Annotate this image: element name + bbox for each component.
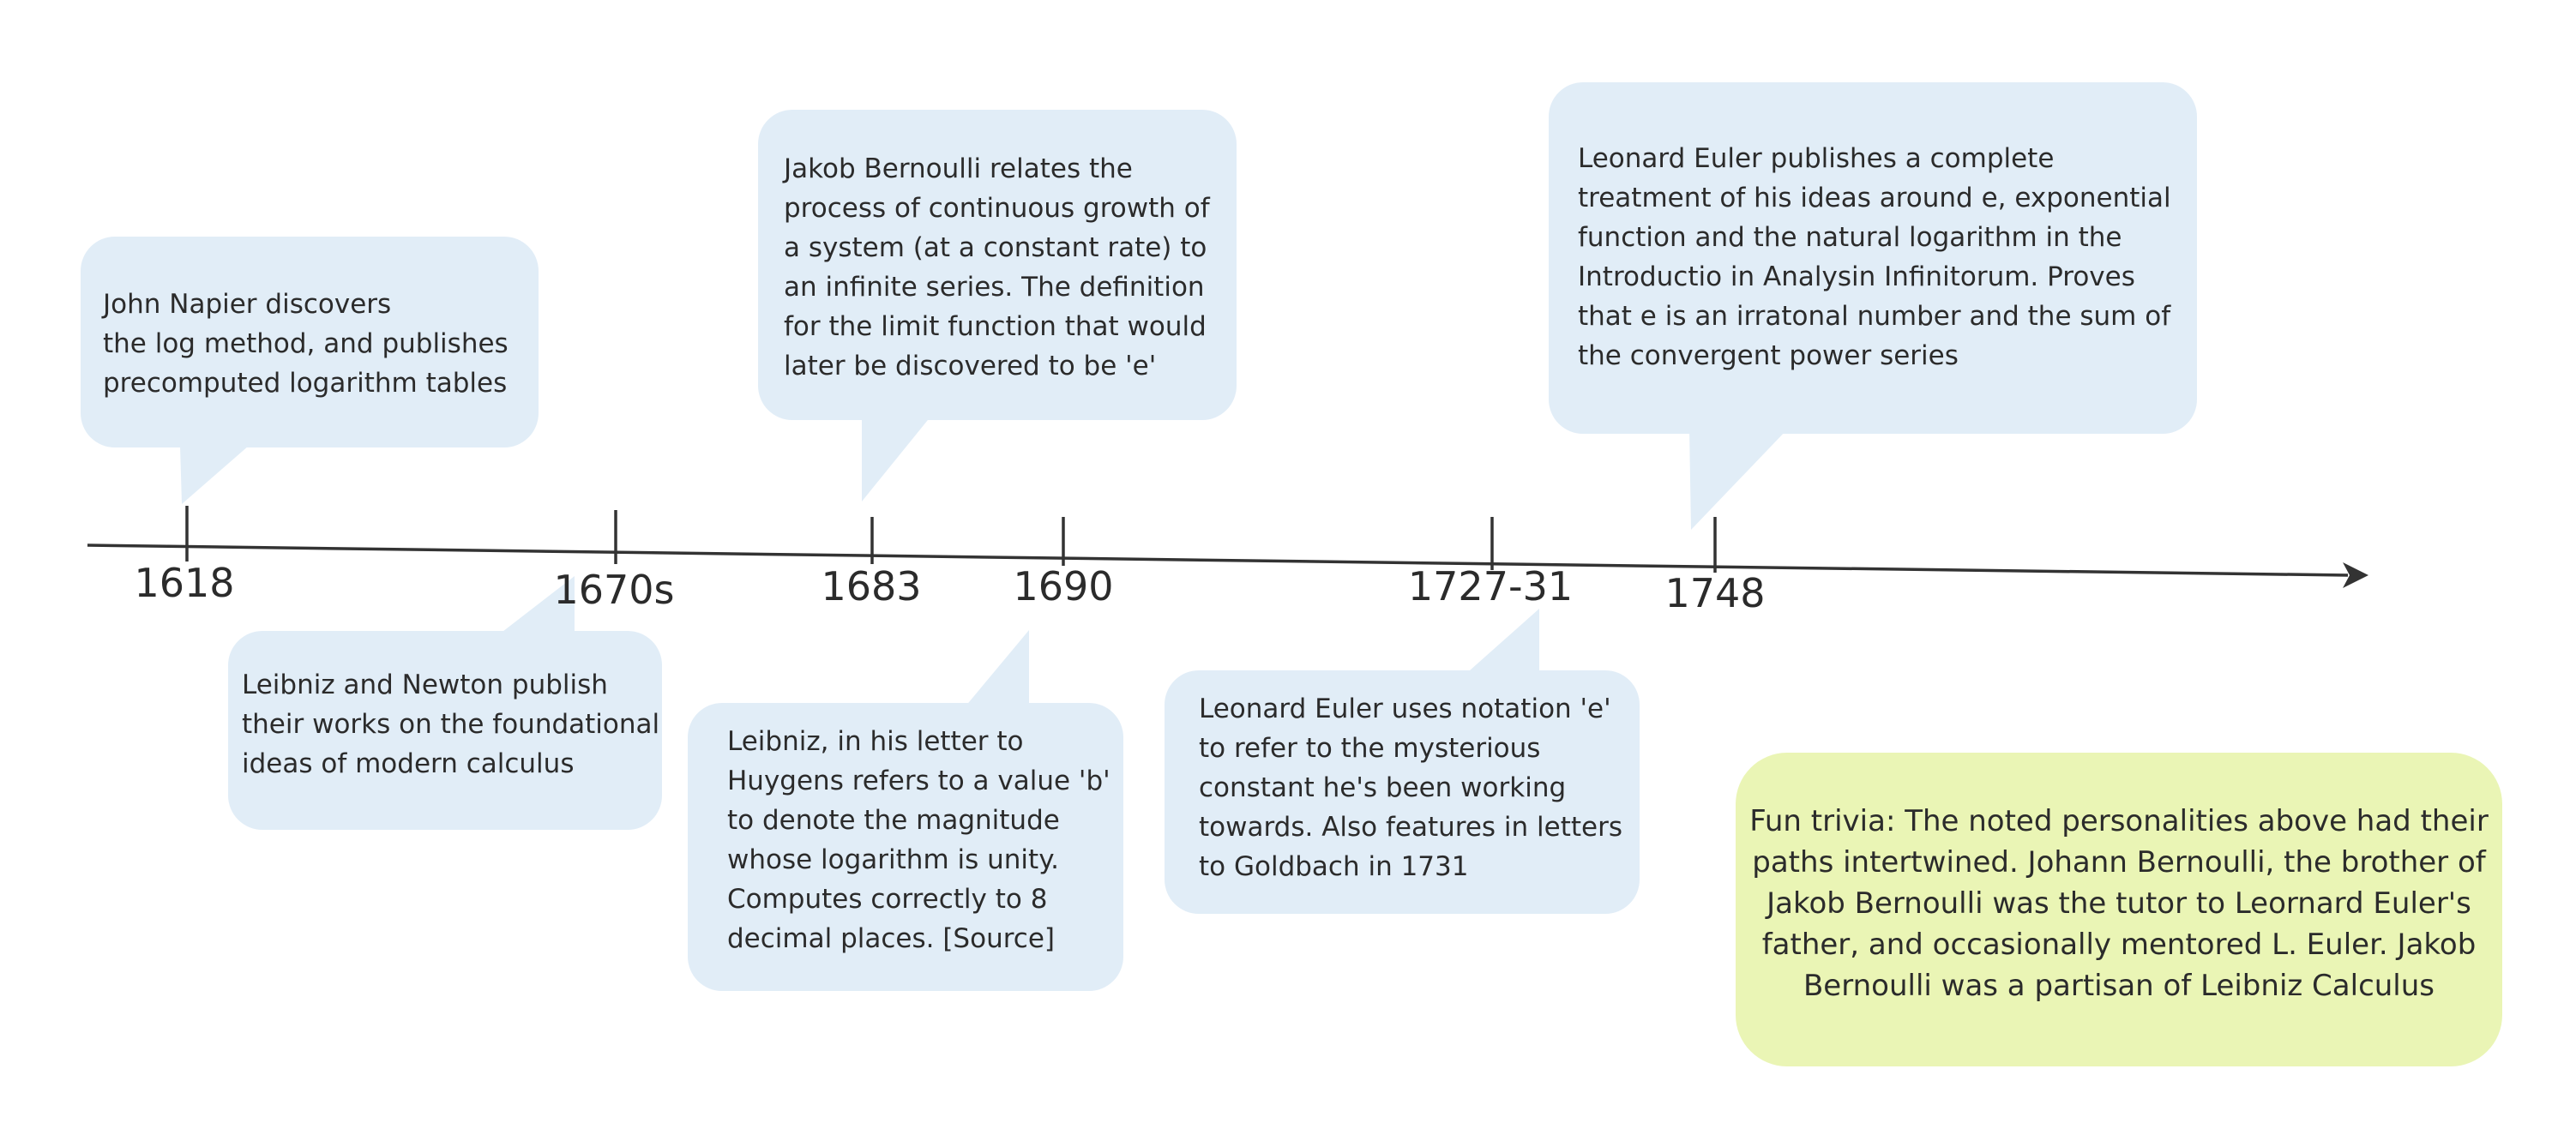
trivia-note: Fun trivia: The noted personalities abov…	[1736, 753, 2502, 1066]
event-callout-1727-31: Leonard Euler uses notation 'e' to refer…	[1165, 670, 1640, 914]
year-label-1748: 1748	[1664, 570, 1766, 616]
callout-tail-1727-31	[1462, 609, 1539, 677]
year-label-1618: 1618	[134, 560, 235, 606]
callout-tail-1618	[180, 446, 249, 504]
callout-tail-1748	[1689, 429, 1788, 530]
callout-tail-1690	[965, 630, 1029, 707]
year-label-1727-31: 1727-31	[1407, 563, 1574, 610]
event-callout-1690: Leibniz, in his letter to Huygens refers…	[688, 703, 1123, 991]
timeline-axis	[87, 543, 2349, 577]
callout-tail-1670s	[499, 576, 575, 634]
timeline-arrowhead	[2343, 562, 2368, 588]
event-callout-1670s: Leibniz and Newton publish their works o…	[228, 631, 662, 830]
event-callout-1748: Leonard Euler publishes a complete treat…	[1549, 82, 2197, 434]
callout-tail-1683	[862, 411, 935, 501]
year-label-1670s: 1670s	[553, 567, 675, 613]
event-callout-1618: John Napier discovers the log method, an…	[81, 237, 539, 447]
year-label-1690: 1690	[1013, 563, 1114, 610]
year-label-1683: 1683	[821, 563, 922, 610]
event-callout-1683: Jakob Bernoulli relates the process of c…	[758, 110, 1237, 420]
